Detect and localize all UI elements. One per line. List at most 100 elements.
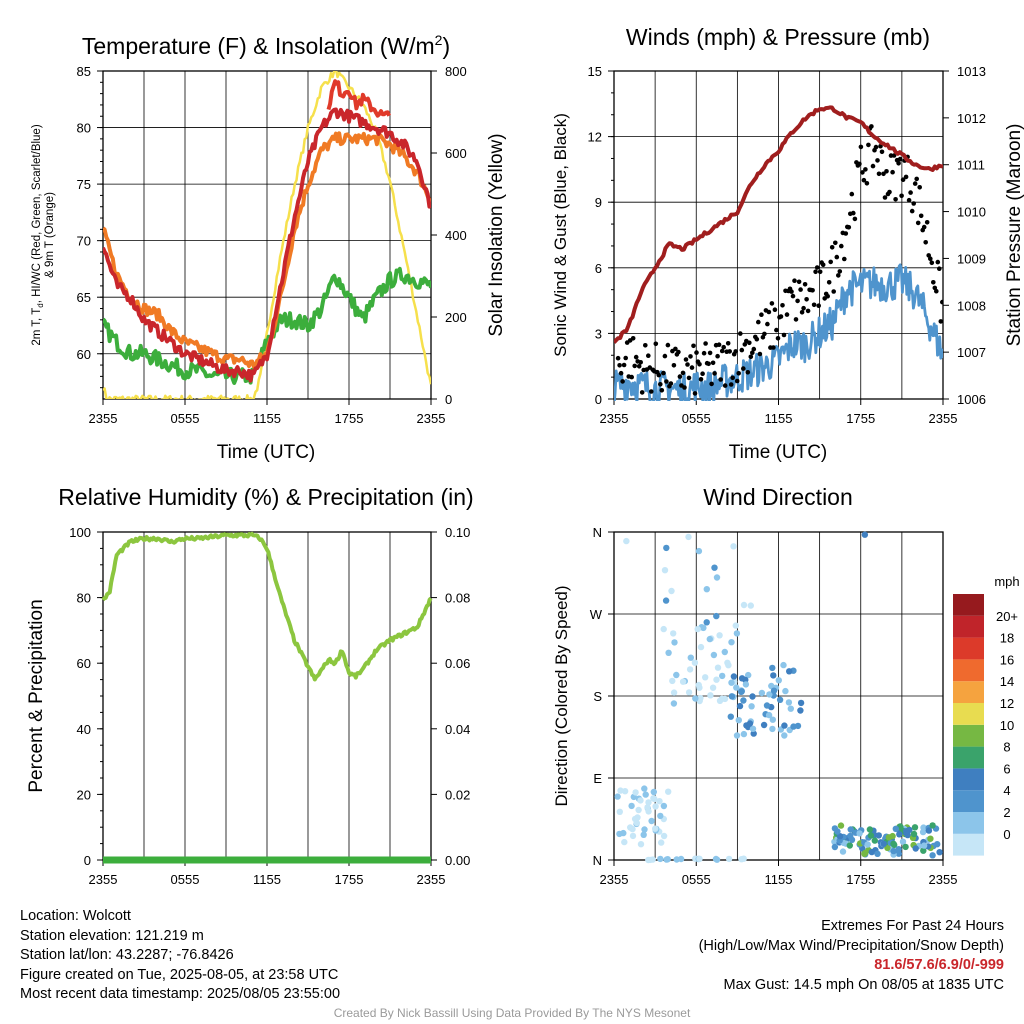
gust-point (918, 213, 924, 219)
gust-point (688, 354, 693, 359)
direction-point (710, 651, 718, 659)
gust-point (712, 371, 717, 376)
temperature-panel: Temperature (F) & Insolation (W/m2) 2355… (31, 32, 507, 463)
direction-point (703, 586, 710, 593)
legend-swatch (953, 681, 984, 703)
direction-point (763, 702, 771, 709)
direction-point (740, 697, 747, 704)
direction-point (782, 687, 789, 695)
gust-point (741, 366, 746, 371)
direction-point (637, 797, 644, 804)
gust-point (727, 349, 732, 354)
direction-point (776, 696, 784, 703)
gust-point (686, 375, 692, 381)
direction-point (780, 661, 787, 669)
direction-point (797, 707, 804, 714)
direction-point (695, 547, 703, 555)
gust-point (750, 350, 755, 356)
direction-point (709, 684, 717, 691)
direction-point (875, 832, 882, 839)
gust-point (685, 362, 690, 367)
gust-point (802, 282, 808, 287)
y-tick-label: 80 (77, 591, 91, 606)
gust-point (801, 305, 806, 311)
gust-point (757, 351, 763, 357)
y2-tick-label: 0 (445, 392, 452, 407)
gust-point (754, 336, 760, 342)
direction-point (623, 537, 630, 545)
gust-point (745, 370, 751, 375)
gust-point (721, 344, 726, 350)
legend-label: 16 (1000, 652, 1014, 667)
gust-point (617, 363, 622, 368)
gust-point (706, 361, 711, 367)
direction-point (880, 840, 887, 847)
y2-tick-label: 1012 (957, 111, 986, 126)
gust-point (659, 388, 665, 393)
gust-point (852, 216, 858, 222)
gust-point (805, 308, 811, 314)
gust-point (843, 231, 849, 236)
gust-point (813, 269, 818, 275)
gust-point (736, 371, 741, 376)
direction-point (912, 845, 919, 852)
panel1-y2label: Solar Insolation (Yellow) (486, 133, 507, 336)
gust-point (662, 353, 668, 359)
gust-point (756, 319, 761, 325)
gust-point (912, 181, 918, 186)
gust-point (908, 190, 913, 195)
legend-label: 2 (1003, 805, 1010, 820)
panel1-title: Temperature (F) & Insolation (W/m2) (82, 32, 450, 59)
y2-tick-label: 0.10 (445, 525, 470, 540)
gust-point (879, 149, 885, 155)
direction-point (735, 717, 742, 724)
panel4-title: Wind Direction (703, 484, 853, 510)
y2-tick-label: 0.04 (445, 722, 470, 737)
x-tick-label: 2355 (89, 411, 118, 426)
direction-point (713, 574, 721, 581)
gust-point (857, 161, 862, 167)
direction-point (687, 654, 694, 661)
direction-point (750, 730, 757, 737)
x-tick-label: 1155 (765, 872, 793, 887)
extremes-title: Extremes For Past 24 Hours (821, 918, 1004, 934)
gust-point (703, 341, 708, 346)
direction-point (728, 693, 736, 700)
y-tick-label: 85 (77, 64, 91, 79)
direction-point (694, 625, 701, 633)
direction-point (707, 692, 714, 699)
gust-point (934, 288, 939, 294)
direction-point (702, 674, 709, 681)
gust-point (870, 163, 876, 169)
direction-point (871, 837, 878, 844)
direction-point (890, 840, 897, 847)
y-tick-label: 6 (595, 261, 602, 276)
gust-point (887, 189, 892, 195)
direction-point (629, 832, 637, 840)
gust-point (928, 256, 933, 262)
y-tick-label: W (590, 607, 603, 622)
direction-point (927, 835, 934, 842)
x-tick-label: 2355 (929, 872, 958, 887)
gust-point (906, 197, 912, 203)
direction-point (929, 852, 936, 859)
direction-point (673, 856, 680, 863)
direction-point (685, 689, 693, 696)
direction-point (866, 826, 874, 833)
direction-point (665, 649, 672, 656)
gust-point (811, 302, 817, 308)
gust-point (697, 362, 702, 367)
direction-point (716, 697, 724, 704)
direction-point (781, 732, 788, 739)
plot-frame (613, 531, 944, 861)
direction-point (713, 676, 720, 683)
panel2-xlabel: Time (UTC) (729, 442, 828, 463)
direction-point (758, 689, 766, 697)
gust-point (676, 349, 681, 355)
y-tick-label: S (593, 689, 602, 704)
direction-point (899, 838, 907, 845)
gust-point (747, 340, 752, 346)
x-tick-label: 1155 (253, 411, 281, 426)
recent-text: Most recent data timestamp: 2025/08/05 2… (20, 986, 341, 1002)
panel3-ylabel: Percent & Precipitation (26, 599, 47, 792)
